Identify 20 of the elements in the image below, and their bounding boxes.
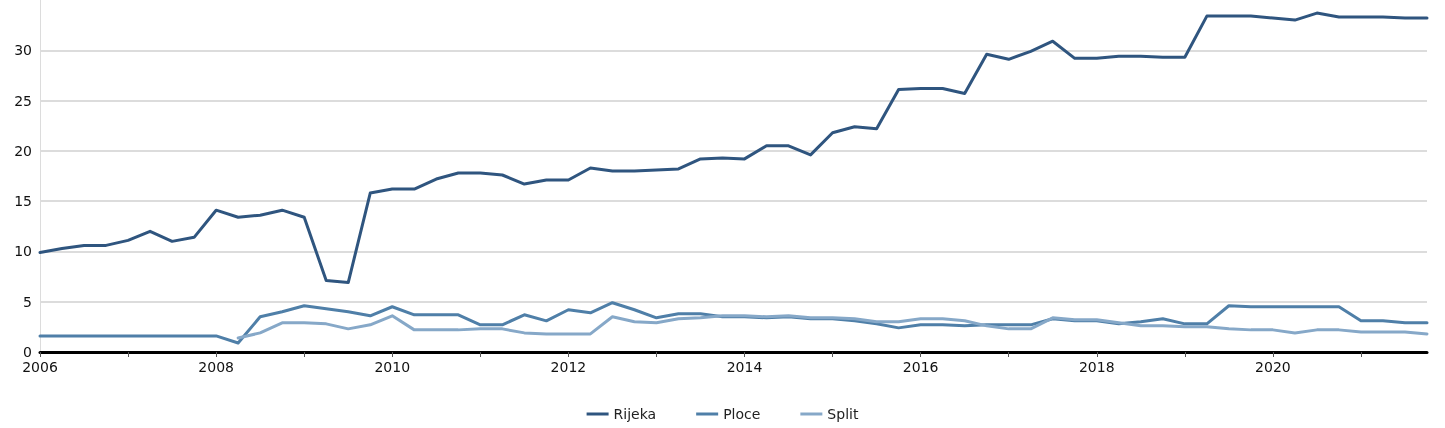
line-series [236, 314, 1429, 340]
x-tick-label: 2012 [550, 359, 587, 375]
x-tick-label: 2010 [374, 359, 411, 375]
x-tick-label: 2020 [1255, 359, 1291, 375]
y-tick-label: 0 [23, 344, 32, 360]
y-tick-label: 30 [14, 42, 32, 59]
x-tick-label: 2014 [726, 359, 763, 375]
y-tick-label: 25 [14, 92, 32, 109]
x-tick-label: 2006 [22, 359, 58, 375]
y-tick-label: 5 [23, 293, 32, 310]
line-series [38, 11, 1429, 285]
y-tick-label: 10 [14, 243, 32, 260]
legend-label: Split [827, 406, 859, 422]
x-tick-label: 2008 [198, 359, 234, 375]
y-tick-label: 15 [14, 193, 32, 210]
x-tick-label: 2018 [1078, 359, 1115, 375]
x-tick-label: 2016 [902, 359, 939, 375]
legend-label: Ploce [723, 406, 761, 422]
legend-label: Rijeka [613, 406, 657, 422]
y-tick-label: 20 [14, 142, 32, 159]
